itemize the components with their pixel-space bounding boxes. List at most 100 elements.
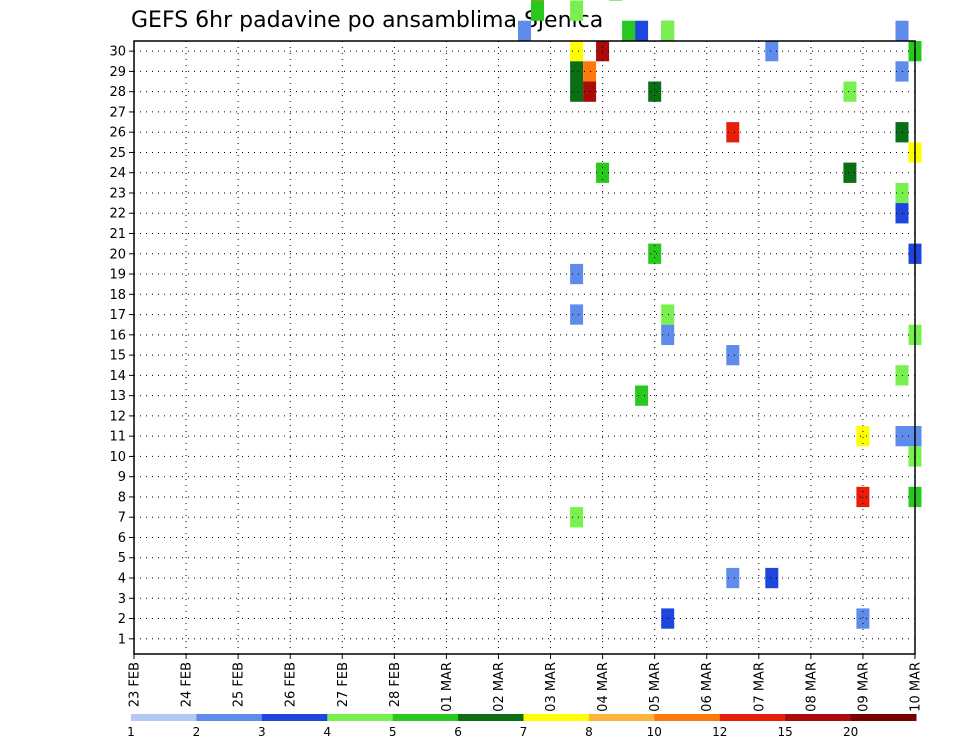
x-tick-label: 07 MAR <box>752 662 767 712</box>
x-tick-label: 03 MAR <box>544 662 559 712</box>
colorbar-segment <box>458 714 524 721</box>
colorbar-segment <box>588 714 655 721</box>
colorbar-segment <box>785 714 852 721</box>
heatmap-cell <box>661 324 675 345</box>
y-tick-label: 4 <box>118 572 126 587</box>
heatmap-cell <box>765 41 779 62</box>
colorbar: 1 2 3 4 5 6 7 8 10 12 15 20 <box>127 714 917 739</box>
heatmap-cell <box>622 20 636 41</box>
heatmap-cell <box>726 345 740 366</box>
heatmap-cell <box>570 41 584 62</box>
y-tick-label: 12 <box>109 409 126 424</box>
heatmap-cell <box>570 81 584 102</box>
heatmap-cell <box>856 608 870 629</box>
y-tick-label: 22 <box>109 207 126 222</box>
colorbar-segment <box>654 714 721 721</box>
heatmap-cell <box>609 0 623 1</box>
colorbar-label: 3 <box>258 725 266 739</box>
colorbar-segment <box>523 714 590 721</box>
heatmap-cell <box>583 81 597 102</box>
heatmap-cell <box>765 567 779 589</box>
plot-frame <box>133 40 916 655</box>
y-tick-label: 25 <box>109 146 126 161</box>
grid-lines <box>134 41 915 654</box>
colorbar-label: 12 <box>712 725 727 739</box>
x-tick-label: 06 MAR <box>700 662 715 712</box>
heatmap-cells <box>518 0 922 629</box>
heatmap-cell <box>570 507 584 528</box>
y-tick-label: 24 <box>109 166 126 181</box>
y-tick-label: 2 <box>118 612 126 627</box>
y-tick-label: 13 <box>109 389 126 404</box>
x-tick-label: 28 FEB <box>388 662 403 707</box>
y-tick-label: 7 <box>118 511 126 526</box>
x-tick-label: 09 MAR <box>856 662 871 712</box>
heatmap-cell <box>570 0 584 21</box>
y-tick-label: 3 <box>118 592 126 607</box>
colorbar-label: 10 <box>647 725 662 739</box>
y-tick-label: 8 <box>118 490 126 505</box>
heatmap-cell <box>895 20 909 41</box>
heatmap-cell <box>843 81 857 102</box>
y-tick-label: 5 <box>118 551 126 566</box>
heatmap-cell <box>648 243 662 264</box>
colorbar-segment <box>392 714 459 721</box>
colorbar-label: 7 <box>520 725 528 739</box>
x-axis: 23 FEB 24 FEB 25 FEB 26 FEB 27 FEB 28 FEB 01 M… <box>128 654 924 712</box>
y-tick-label: 23 <box>109 186 126 201</box>
heatmap-cell <box>726 122 740 143</box>
x-tick-label: 04 MAR <box>596 662 611 712</box>
colorbar-label: 2 <box>193 725 201 739</box>
x-tick-label: 27 FEB <box>336 662 351 707</box>
heatmap-cell <box>570 61 584 82</box>
heatmap-cell <box>583 61 597 82</box>
x-tick-label: 25 FEB <box>232 662 247 707</box>
x-tick-label: 24 FEB <box>180 662 195 707</box>
y-tick-label: 21 <box>109 227 126 242</box>
y-tick-label: 16 <box>109 328 126 343</box>
heatmap-cell <box>843 162 857 183</box>
heatmap-cell <box>661 608 675 629</box>
heatmap-cell <box>661 304 675 325</box>
x-tick-label: 23 FEB <box>128 662 143 707</box>
colorbar-label: 6 <box>454 725 462 739</box>
colorbar-label: 1 <box>127 725 135 739</box>
heatmap-cell <box>635 20 649 41</box>
colorbar-segment <box>131 714 197 721</box>
y-tick-label: 15 <box>109 349 126 364</box>
colorbar-segment <box>196 714 263 721</box>
y-tick-label: 26 <box>109 126 126 141</box>
x-tick-label: 05 MAR <box>648 662 663 712</box>
heatmap-cell <box>518 20 531 41</box>
y-tick-label: 10 <box>109 450 126 465</box>
heatmap-cell <box>648 81 662 102</box>
y-tick-label: 19 <box>109 268 126 283</box>
colorbar-segment <box>719 714 786 721</box>
heatmap-cell <box>726 567 740 589</box>
y-tick-label: 11 <box>109 430 126 445</box>
heatmap-cell <box>570 304 584 325</box>
colorbar-label: 8 <box>585 725 593 739</box>
y-tick-label: 6 <box>118 531 126 546</box>
heatmap-cell <box>531 0 544 21</box>
colorbar-segment <box>327 714 394 721</box>
heatmap-cell <box>570 263 584 285</box>
heatmap-cell <box>661 20 675 41</box>
y-tick-label: 27 <box>109 105 126 120</box>
y-tick-label: 20 <box>109 247 126 262</box>
y-tick-label: 28 <box>109 85 126 100</box>
y-tick-label: 17 <box>109 308 126 323</box>
x-tick-label: 10 MAR <box>909 662 924 712</box>
heatmap-cell <box>531 0 544 1</box>
x-tick-label: 01 MAR <box>440 662 455 712</box>
y-tick-label: 29 <box>109 65 126 80</box>
colorbar-segment <box>261 714 328 721</box>
y-tick-label: 30 <box>109 45 126 60</box>
heatmap-cell <box>856 426 870 447</box>
y-tick-label: 14 <box>109 369 126 384</box>
colorbar-label: 15 <box>778 725 793 739</box>
colorbar-label: 4 <box>323 725 331 739</box>
heatmap-cell <box>856 486 870 508</box>
heatmap-cell <box>635 385 649 406</box>
